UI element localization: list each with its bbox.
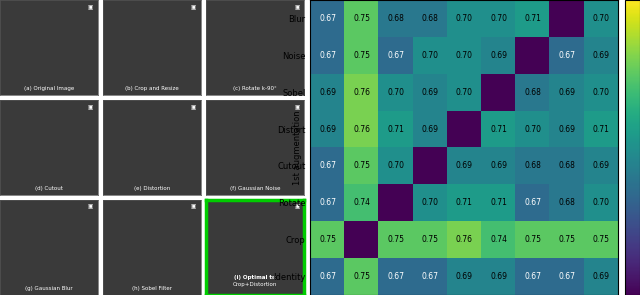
Text: 0.70: 0.70: [456, 88, 473, 97]
Text: 0.69: 0.69: [422, 88, 438, 97]
Text: 0.67: 0.67: [524, 272, 541, 281]
Text: (c) Rotate k-90°: (c) Rotate k-90°: [233, 86, 277, 91]
Text: ▣: ▣: [88, 5, 93, 10]
Text: 0.67: 0.67: [319, 272, 336, 281]
Text: 0.70: 0.70: [524, 124, 541, 134]
Text: (b) Crop and Resize: (b) Crop and Resize: [125, 86, 179, 91]
Text: 0.70: 0.70: [593, 88, 610, 97]
Text: 0.70: 0.70: [422, 51, 438, 60]
Text: 0.70: 0.70: [456, 51, 473, 60]
Text: 0.69: 0.69: [593, 51, 610, 60]
Text: 0.74: 0.74: [353, 198, 371, 207]
Text: 0.67: 0.67: [319, 51, 336, 60]
Text: 0.76: 0.76: [353, 88, 371, 97]
Text: 0.69: 0.69: [319, 88, 336, 97]
Text: ▣: ▣: [191, 205, 196, 209]
Text: 0.70: 0.70: [490, 14, 507, 23]
Text: (i) Optimal t₀:: (i) Optimal t₀:: [234, 275, 276, 280]
Text: 0.70: 0.70: [422, 198, 438, 207]
Text: ▣: ▣: [294, 205, 300, 209]
Text: 0.75: 0.75: [353, 51, 371, 60]
Text: 0.68: 0.68: [524, 161, 541, 171]
Text: ▣: ▣: [294, 5, 300, 10]
Text: 0.70: 0.70: [593, 14, 610, 23]
Text: 0.74: 0.74: [490, 235, 507, 244]
Text: 0.69: 0.69: [593, 272, 610, 281]
Text: 0.68: 0.68: [559, 161, 575, 171]
Text: 0.70: 0.70: [387, 161, 404, 171]
Text: (a) Original Image: (a) Original Image: [24, 86, 74, 91]
Text: 0.67: 0.67: [387, 272, 404, 281]
Text: 0.75: 0.75: [353, 14, 371, 23]
Text: (f) Gaussian Noise: (f) Gaussian Noise: [230, 186, 280, 191]
Text: (g) Gaussian Blur: (g) Gaussian Blur: [25, 286, 73, 291]
Text: 0.69: 0.69: [559, 124, 575, 134]
Text: 0.71: 0.71: [593, 124, 609, 134]
Text: 0.69: 0.69: [319, 124, 336, 134]
Text: 0.75: 0.75: [593, 235, 610, 244]
Text: 0.69: 0.69: [559, 88, 575, 97]
Text: 0.69: 0.69: [490, 161, 507, 171]
Text: 0.75: 0.75: [387, 235, 404, 244]
Text: 0.67: 0.67: [559, 272, 575, 281]
Text: 0.71: 0.71: [490, 198, 507, 207]
Text: (e) Distortion: (e) Distortion: [134, 186, 170, 191]
Text: 0.67: 0.67: [387, 51, 404, 60]
Text: 0.70: 0.70: [387, 88, 404, 97]
Text: 0.67: 0.67: [319, 14, 336, 23]
Text: 0.75: 0.75: [422, 235, 438, 244]
Text: ▣: ▣: [294, 105, 300, 110]
Text: 0.76: 0.76: [353, 124, 371, 134]
Text: 1st augmentation: 1st augmentation: [293, 110, 302, 185]
Text: 0.71: 0.71: [524, 14, 541, 23]
Text: 0.69: 0.69: [456, 272, 473, 281]
Text: 0.69: 0.69: [456, 161, 473, 171]
Text: 0.68: 0.68: [524, 88, 541, 97]
Text: 0.75: 0.75: [319, 235, 336, 244]
Text: 0.75: 0.75: [353, 272, 371, 281]
Text: ▣: ▣: [88, 105, 93, 110]
Text: 0.71: 0.71: [490, 124, 507, 134]
Text: 0.71: 0.71: [456, 198, 473, 207]
Text: 0.68: 0.68: [422, 14, 438, 23]
Text: 0.68: 0.68: [388, 14, 404, 23]
Text: 0.69: 0.69: [593, 161, 610, 171]
Text: 0.76: 0.76: [456, 235, 473, 244]
Text: ▣: ▣: [191, 5, 196, 10]
Text: 0.67: 0.67: [319, 161, 336, 171]
Text: (d) Cutout: (d) Cutout: [35, 186, 63, 191]
Text: Crop+Distortion: Crop+Distortion: [233, 282, 277, 287]
Text: 0.69: 0.69: [490, 51, 507, 60]
Text: ▣: ▣: [88, 205, 93, 209]
Text: 0.75: 0.75: [524, 235, 541, 244]
Text: 0.67: 0.67: [524, 198, 541, 207]
Text: 0.69: 0.69: [490, 272, 507, 281]
Text: (h) Sobel Filter: (h) Sobel Filter: [132, 286, 172, 291]
Text: 0.70: 0.70: [593, 198, 610, 207]
Text: 0.67: 0.67: [422, 272, 438, 281]
Text: 0.75: 0.75: [353, 161, 371, 171]
Text: ▣: ▣: [191, 105, 196, 110]
Text: 0.70: 0.70: [456, 14, 473, 23]
Text: 0.67: 0.67: [559, 51, 575, 60]
Text: 0.69: 0.69: [422, 124, 438, 134]
Text: 0.67: 0.67: [319, 198, 336, 207]
Text: 0.75: 0.75: [559, 235, 575, 244]
Text: 0.71: 0.71: [388, 124, 404, 134]
Text: 0.68: 0.68: [559, 198, 575, 207]
